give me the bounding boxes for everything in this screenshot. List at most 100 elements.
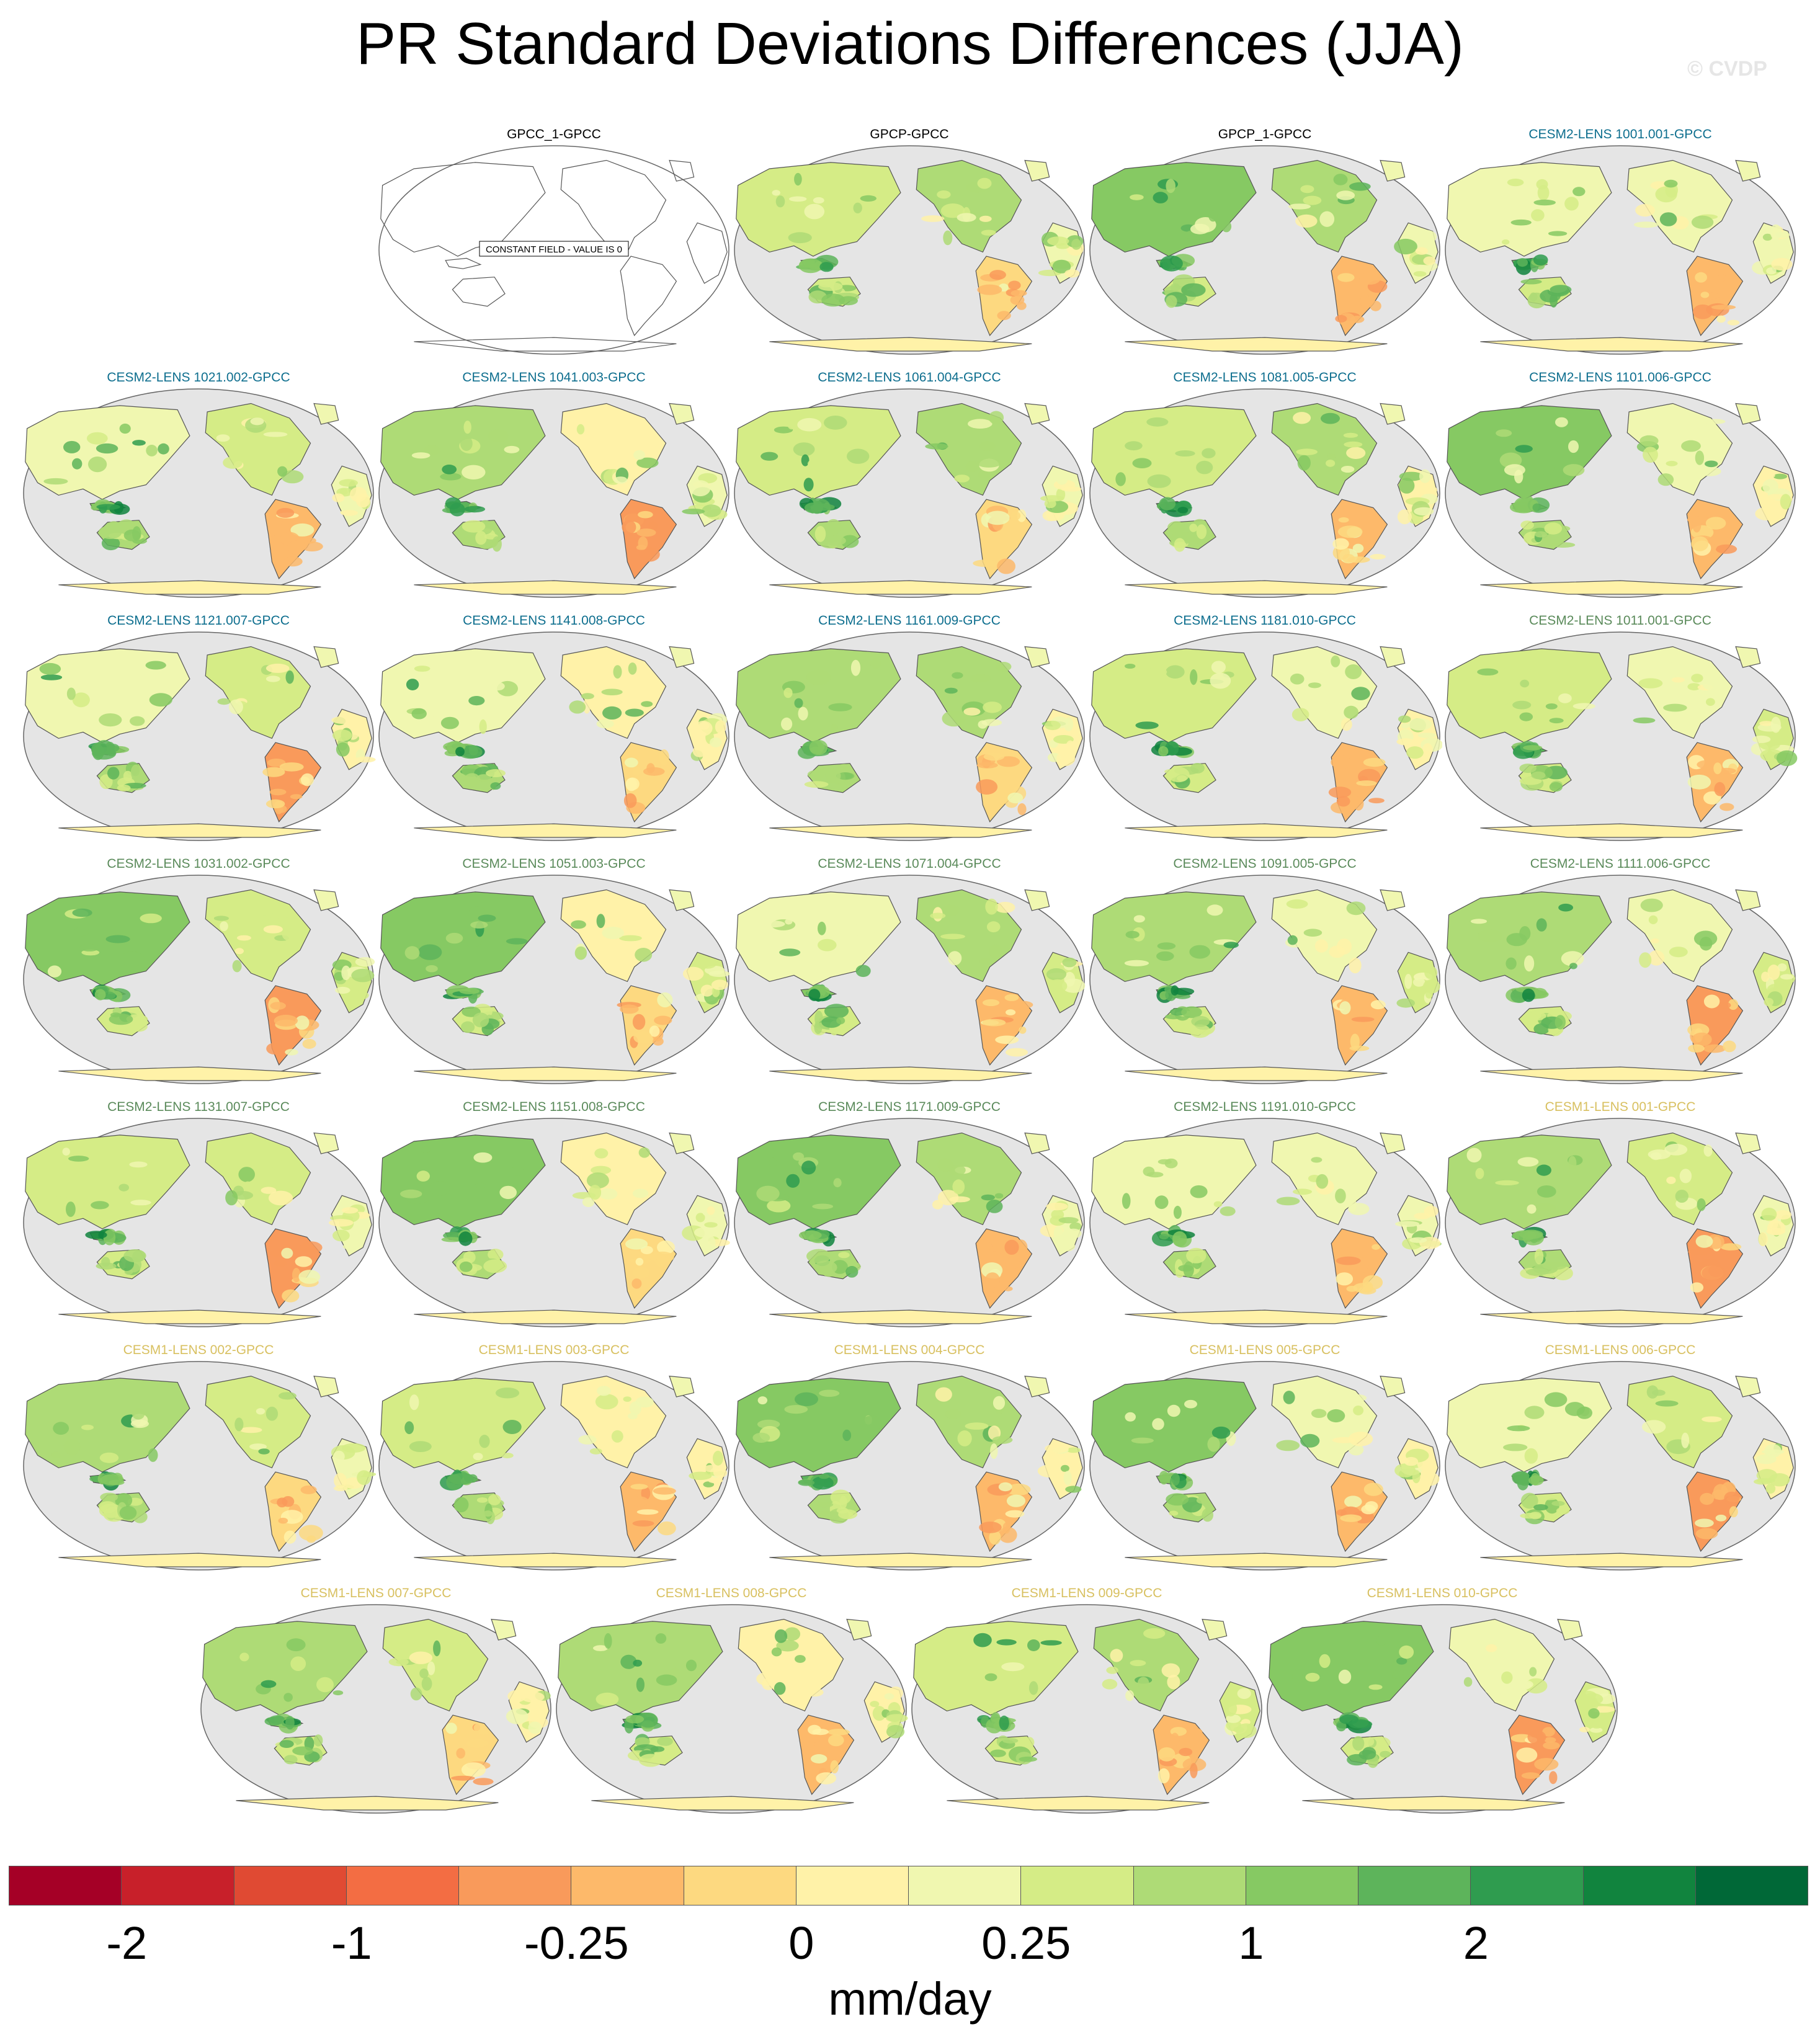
anomaly-patch [1167,767,1190,783]
anomaly-patch [571,920,586,929]
anomaly-patch [1125,930,1140,938]
anomaly-patch [1715,544,1737,554]
anomaly-patch [1343,432,1358,438]
anomaly-patch [461,1021,475,1033]
land-antarctica [1125,1066,1388,1081]
anomaly-patch [963,707,981,716]
anomaly-patch [1157,942,1176,950]
anomaly-patch [821,1017,842,1028]
anomaly-patch [982,999,1000,1006]
anomaly-patch [1046,1202,1068,1211]
anomaly-patch [404,946,420,960]
anomaly-patch [99,713,122,727]
anomaly-patch [635,1737,650,1747]
anomaly-patch [787,420,795,430]
anomaly-patch [1765,1484,1776,1494]
panel-title: CESM2-LENS 1001.001-GPCC [1528,127,1712,141]
anomaly-patch [1210,672,1231,689]
anomaly-patch [983,702,1002,713]
anomaly-patch [220,921,228,932]
anomaly-patch [272,1159,284,1171]
anomaly-patch [937,190,951,199]
anomaly-patch [1695,1518,1714,1528]
anomaly-patch [1540,460,1555,475]
land-greenland [669,159,695,182]
map-panel: CESM1-LENS 008-GPCC [554,1586,909,1816]
anomaly-patch [1766,1228,1786,1236]
anomaly-patch [935,1387,952,1402]
map-panel: CESM1-LENS 004-GPCC [732,1343,1087,1572]
robinson-map [23,1118,374,1327]
panel-title: CESM2-LENS 1071.004-GPCC [818,857,1001,871]
anomaly-patch [476,774,491,782]
anomaly-patch [354,756,376,763]
anomaly-patch [628,662,637,675]
anomaly-patch [1124,960,1149,966]
anomaly-patch [973,1633,992,1647]
anomaly-patch [809,739,828,756]
anomaly-patch [804,781,829,788]
anomaly-patch [1699,937,1713,951]
anomaly-patch [40,674,63,680]
anomaly-patch [283,1755,298,1765]
anomaly-patch [576,424,585,435]
anomaly-patch [63,1438,81,1455]
anomaly-patch [1536,918,1547,932]
anomaly-patch [148,1448,158,1462]
anomaly-patch [976,779,998,795]
anomaly-patch [355,957,375,967]
anomaly-patch [511,1166,524,1176]
anomaly-patch [872,1706,886,1721]
anomaly-patch [839,296,858,306]
anomaly-patch [1276,1197,1300,1206]
anomaly-patch [1524,1406,1545,1419]
anomaly-patch [996,1639,1017,1646]
anomaly-patch [1066,740,1075,754]
anomaly-patch [1005,1510,1025,1518]
anomaly-patch [1329,945,1345,958]
anomaly-patch [91,1201,109,1210]
anomaly-patch [290,794,303,800]
anomaly-patch [1340,718,1352,731]
anomaly-patch [130,716,145,726]
anomaly-patch [479,719,487,734]
anomaly-patch [1351,687,1370,700]
land-greenland [1380,1375,1406,1397]
anomaly-patch [772,190,780,196]
anomaly-patch [411,708,427,720]
anomaly-patch [807,459,822,468]
robinson-map [1445,145,1796,355]
anomaly-patch [461,1762,486,1778]
anomaly-patch [1542,1727,1555,1737]
anomaly-patch [828,1734,844,1747]
anomaly-patch [462,520,486,533]
anomaly-patch [1506,957,1517,970]
anomaly-patch [1496,429,1512,437]
anomaly-patch [1563,464,1585,476]
anomaly-patch [118,1183,129,1192]
anomaly-patch [1531,771,1546,780]
anomaly-patch [1414,507,1434,516]
anomaly-patch [1485,1685,1505,1695]
anomaly-patch [830,1760,839,1774]
anomaly-patch [979,441,996,452]
anomaly-patch [1065,1486,1082,1493]
anomaly-patch [1399,1645,1414,1659]
anomaly-patch [1336,1256,1361,1265]
anomaly-patch [1376,1636,1386,1646]
colorbar-segment [1582,1866,1696,1906]
anomaly-patch [979,957,991,965]
map-panel: CESM2-LENS 1151.008-GPCC [377,1100,731,1329]
anomaly-patch [344,990,369,1001]
colorbar-segment [1358,1866,1471,1906]
anomaly-patch [1776,750,1798,767]
anomaly-patch [979,215,992,222]
anomaly-patch [81,1424,94,1430]
anomaly-patch [841,535,859,548]
anomaly-patch [409,1394,419,1411]
anomaly-patch [1125,1690,1135,1701]
anomaly-patch [941,904,960,916]
anomaly-patch [818,938,837,952]
anomaly-patch [697,1448,719,1457]
anomaly-patch [459,1261,473,1272]
